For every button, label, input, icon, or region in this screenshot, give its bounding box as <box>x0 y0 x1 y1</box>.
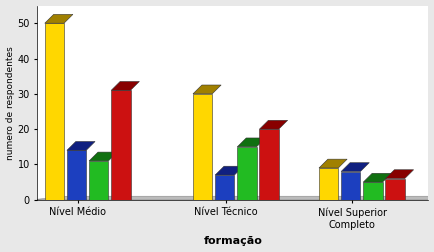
Polygon shape <box>32 196 434 200</box>
Bar <box>67 150 86 200</box>
Polygon shape <box>260 120 288 129</box>
Bar <box>319 168 338 200</box>
Bar <box>215 175 234 200</box>
Bar <box>363 182 382 200</box>
Bar <box>341 172 360 200</box>
Polygon shape <box>67 142 95 150</box>
Polygon shape <box>237 138 266 147</box>
Bar <box>193 94 212 200</box>
Polygon shape <box>319 159 347 168</box>
Polygon shape <box>193 85 221 94</box>
Polygon shape <box>385 170 414 179</box>
Polygon shape <box>363 173 391 182</box>
Polygon shape <box>215 166 243 175</box>
Bar <box>45 23 64 200</box>
Y-axis label: numero de respondentes: numero de respondentes <box>6 46 15 160</box>
Bar <box>260 129 279 200</box>
Polygon shape <box>111 81 139 90</box>
X-axis label: formação: formação <box>204 236 262 246</box>
Polygon shape <box>45 14 73 23</box>
Bar <box>89 161 108 200</box>
Polygon shape <box>89 152 117 161</box>
Bar <box>111 90 131 200</box>
Polygon shape <box>341 163 369 172</box>
Bar <box>237 147 256 200</box>
Bar <box>385 179 405 200</box>
